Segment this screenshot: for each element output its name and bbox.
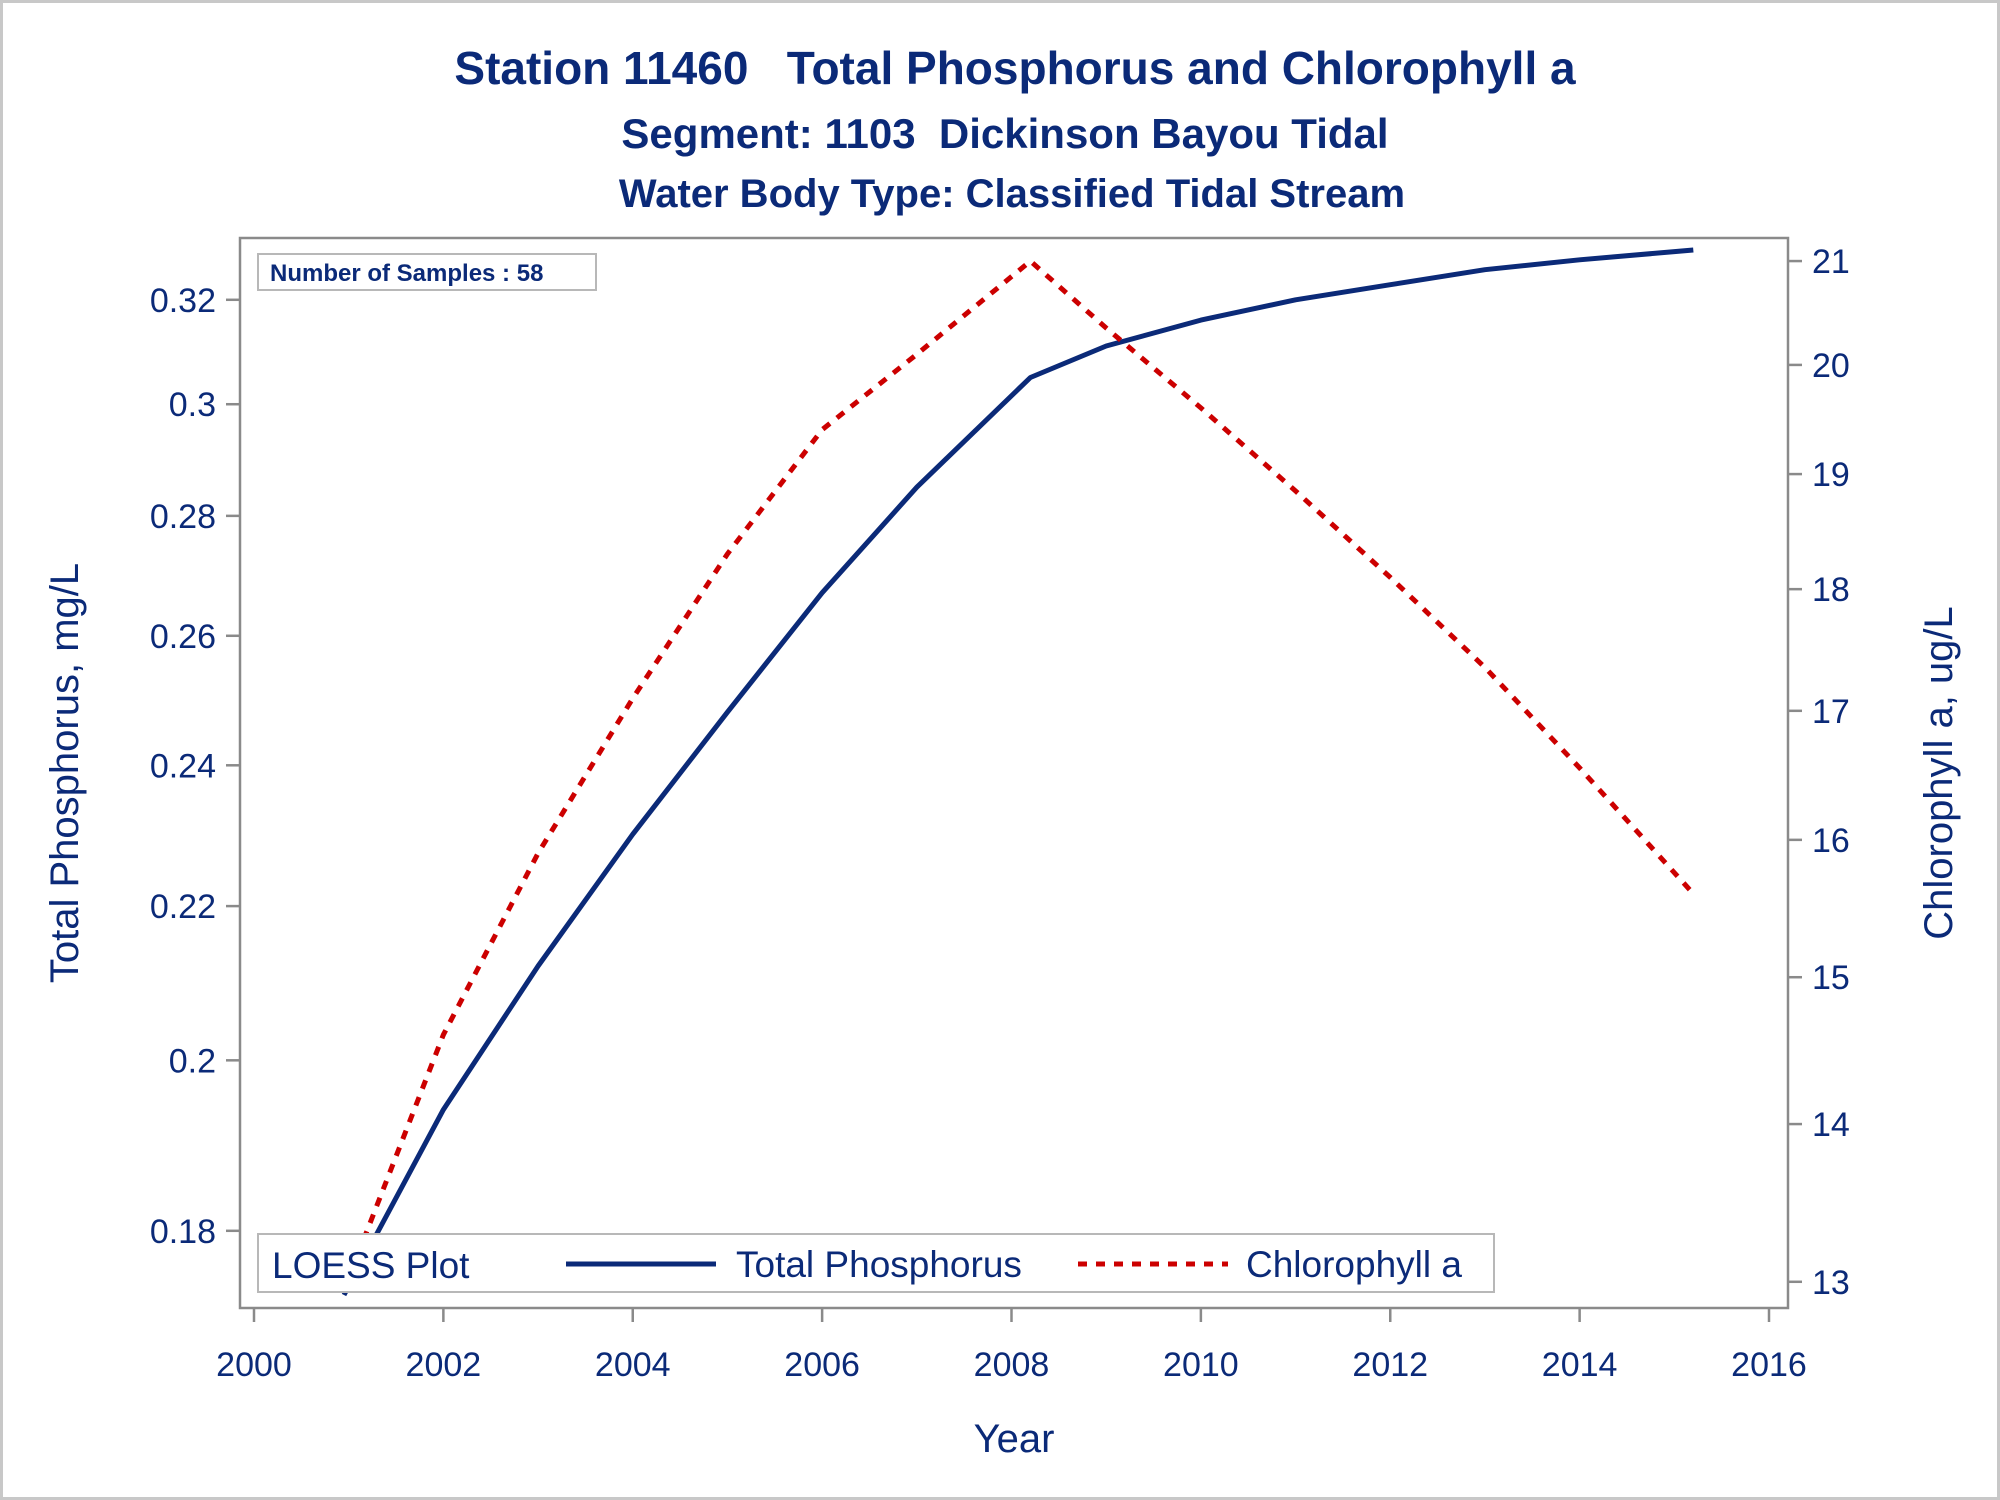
x-tick-label: 2006 xyxy=(784,1346,860,1384)
y-right-tick-label: 21 xyxy=(1812,243,1850,281)
plot-area xyxy=(238,236,1790,1310)
legend-box xyxy=(257,1233,1495,1293)
chart-subtitle-2: Water Body Type: Classified Tidal Stream xyxy=(619,172,1405,216)
series-line-chlorophyll-a xyxy=(341,258,1696,1291)
x-tick-label: 2000 xyxy=(216,1346,292,1384)
y-axis-right: 13 14 15 16 17 18 19 20 21 xyxy=(1788,243,1850,1302)
y-right-tick-label: 14 xyxy=(1812,1106,1850,1144)
x-tick-label: 2012 xyxy=(1352,1346,1428,1384)
y-left-tick-label: 0.3 xyxy=(169,386,216,424)
x-axis: 2000 2002 2004 2006 2008 2010 2012 2014 2016 xyxy=(216,1308,1807,1384)
y-right-tick-label: 13 xyxy=(1812,1264,1850,1302)
y-right-tick-label: 18 xyxy=(1812,571,1850,609)
sample-count-box: Number of Samples : 58 xyxy=(257,253,597,291)
y-axis-left: 0.18 0.2 0.22 0.24 0.26 0.28 0.3 0.32 xyxy=(150,282,240,1251)
y-right-tick-label: 19 xyxy=(1812,456,1850,494)
sample-count-label: Number of Samples : 58 xyxy=(270,260,543,287)
x-tick-label: 2014 xyxy=(1542,1346,1618,1384)
y-left-tick-label: 0.22 xyxy=(150,888,216,926)
legend-entry-chlorophyll: Chlorophyll a xyxy=(1246,1244,1462,1285)
chart-title: Station 11460 Total Phosphorus and Chlor… xyxy=(454,42,1576,94)
chart-subtitle: Segment: 1103 Dickinson Bayou Tidal xyxy=(621,110,1388,157)
x-tick-label: 2002 xyxy=(406,1346,482,1384)
y-left-tick-label: 0.18 xyxy=(150,1213,216,1251)
y-left-tick-label: 0.2 xyxy=(169,1042,216,1080)
y-left-tick-label: 0.26 xyxy=(150,618,216,656)
y-left-tick-label: 0.32 xyxy=(150,282,216,320)
y-right-tick-label: 15 xyxy=(1812,959,1850,997)
y-right-tick-label: 17 xyxy=(1812,693,1850,731)
y-axis-left-label: Total Phosphorus, mg/L xyxy=(43,563,87,983)
y-right-tick-label: 16 xyxy=(1812,822,1850,860)
y-left-tick-label: 0.24 xyxy=(150,747,216,785)
y-axis-right-label: Chlorophyll a, ug/L xyxy=(1917,606,1961,940)
x-tick-label: 2016 xyxy=(1731,1346,1807,1384)
legend-title: LOESS Plot xyxy=(272,1245,470,1286)
x-tick-label: 2008 xyxy=(974,1346,1050,1384)
series-line-total-phosphorus xyxy=(341,247,1694,1297)
x-tick-label: 2010 xyxy=(1163,1346,1239,1384)
legend: LOESS Plot Total Phosphorus Chlorophyll … xyxy=(257,1233,1495,1293)
x-tick-label: 2004 xyxy=(595,1346,671,1384)
y-left-tick-label: 0.28 xyxy=(150,498,216,536)
legend-entry-phosphorus: Total Phosphorus xyxy=(736,1244,1022,1285)
series-layer xyxy=(341,247,1696,1297)
y-right-tick-label: 20 xyxy=(1812,347,1850,385)
x-axis-label: Year xyxy=(974,1417,1055,1461)
